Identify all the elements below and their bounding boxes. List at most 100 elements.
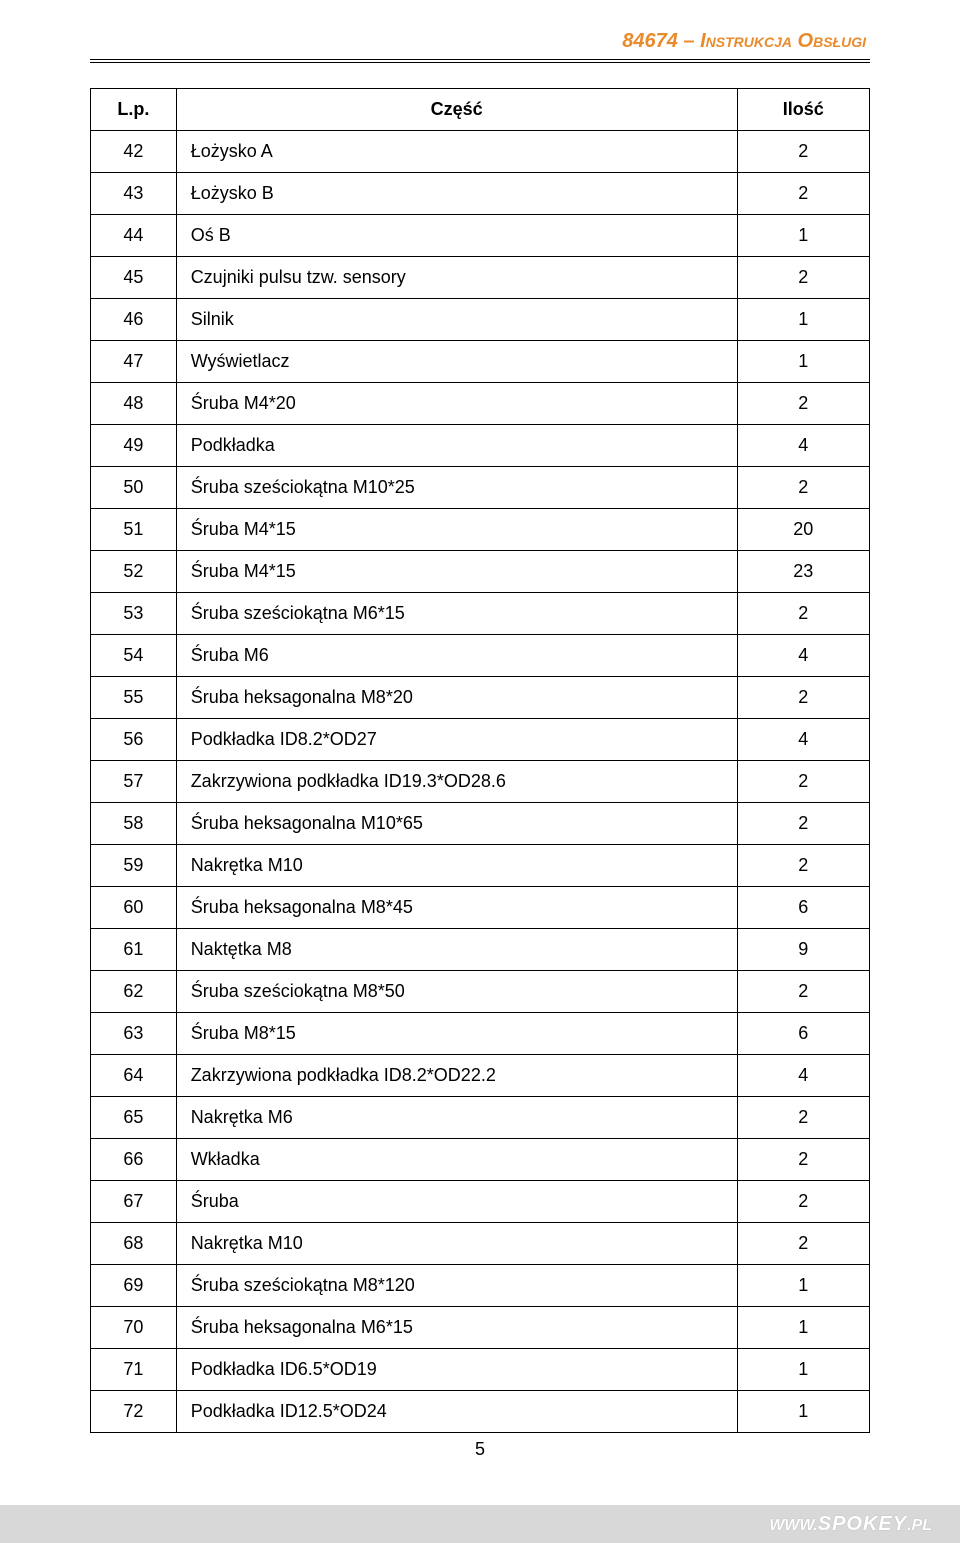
cell-part: Śruba heksagonalna M8*45 (176, 887, 737, 929)
cell-qty: 2 (737, 1097, 869, 1139)
cell-qty: 1 (737, 215, 869, 257)
cell-qty: 2 (737, 761, 869, 803)
cell-qty: 2 (737, 593, 869, 635)
header-rule (90, 59, 870, 62)
cell-lp: 45 (91, 257, 177, 299)
cell-lp: 64 (91, 1055, 177, 1097)
cell-lp: 65 (91, 1097, 177, 1139)
table-row: 70Śruba heksagonalna M6*151 (91, 1307, 870, 1349)
cell-part: Śruba M4*20 (176, 383, 737, 425)
footer-bar: WWW.SPOKEY.PL (0, 1505, 960, 1543)
cell-qty: 2 (737, 971, 869, 1013)
cell-lp: 46 (91, 299, 177, 341)
table-row: 61Naktętka M89 (91, 929, 870, 971)
table-row: 43Łożysko B2 (91, 173, 870, 215)
cell-part: Śruba M4*15 (176, 551, 737, 593)
table-row: 46Silnik1 (91, 299, 870, 341)
cell-lp: 49 (91, 425, 177, 467)
col-header-qty: Ilość (737, 89, 869, 131)
footer-brand: SPOKEY (818, 1513, 907, 1535)
table-row: 72Podkładka ID12.5*OD241 (91, 1391, 870, 1433)
table-row: 50Śruba sześciokątna M10*252 (91, 467, 870, 509)
cell-part: Nakrętka M10 (176, 845, 737, 887)
table-row: 67Śruba2 (91, 1181, 870, 1223)
cell-qty: 9 (737, 929, 869, 971)
cell-qty: 1 (737, 1349, 869, 1391)
cell-qty: 4 (737, 635, 869, 677)
table-row: 45Czujniki pulsu tzw. sensory2 (91, 257, 870, 299)
cell-part: Śruba heksagonalna M10*65 (176, 803, 737, 845)
cell-part: Silnik (176, 299, 737, 341)
cell-lp: 57 (91, 761, 177, 803)
table-row: 56Podkładka ID8.2*OD274 (91, 719, 870, 761)
footer-logo: WWW.SPOKEY.PL (769, 1513, 932, 1536)
cell-qty: 2 (737, 383, 869, 425)
cell-part: Śruba M8*15 (176, 1013, 737, 1055)
cell-lp: 56 (91, 719, 177, 761)
table-row: 71Podkładka ID6.5*OD191 (91, 1349, 870, 1391)
table-row: 59Nakrętka M102 (91, 845, 870, 887)
cell-qty: 2 (737, 803, 869, 845)
cell-qty: 20 (737, 509, 869, 551)
cell-qty: 2 (737, 1223, 869, 1265)
cell-lp: 47 (91, 341, 177, 383)
cell-lp: 69 (91, 1265, 177, 1307)
table-row: 60Śruba heksagonalna M8*456 (91, 887, 870, 929)
cell-lp: 55 (91, 677, 177, 719)
cell-qty: 1 (737, 1265, 869, 1307)
cell-lp: 52 (91, 551, 177, 593)
cell-lp: 42 (91, 131, 177, 173)
cell-qty: 2 (737, 1181, 869, 1223)
cell-part: Wkładka (176, 1139, 737, 1181)
cell-qty: 1 (737, 341, 869, 383)
table-row: 68Nakrętka M102 (91, 1223, 870, 1265)
cell-qty: 1 (737, 299, 869, 341)
cell-part: Podkładka ID12.5*OD24 (176, 1391, 737, 1433)
cell-qty: 1 (737, 1307, 869, 1349)
cell-part: Podkładka ID6.5*OD19 (176, 1349, 737, 1391)
cell-qty: 1 (737, 1391, 869, 1433)
cell-part: Podkładka ID8.2*OD27 (176, 719, 737, 761)
table-row: 54Śruba M64 (91, 635, 870, 677)
table-row: 62Śruba sześciokątna M8*502 (91, 971, 870, 1013)
cell-part: Śruba M6 (176, 635, 737, 677)
cell-part: Śruba (176, 1181, 737, 1223)
parts-table-body: 42Łożysko A243Łożysko B244Oś B145Czujnik… (91, 131, 870, 1433)
table-row: 57Zakrzywiona podkładka ID19.3*OD28.62 (91, 761, 870, 803)
cell-qty: 2 (737, 845, 869, 887)
doc-title: Instrukcja Obsługi (700, 30, 866, 52)
cell-part: Naktętka M8 (176, 929, 737, 971)
table-row: 55Śruba heksagonalna M8*202 (91, 677, 870, 719)
cell-lp: 54 (91, 635, 177, 677)
cell-part: Nakrętka M10 (176, 1223, 737, 1265)
cell-part: Zakrzywiona podkładka ID8.2*OD22.2 (176, 1055, 737, 1097)
page-container: 84674 – Instrukcja Obsługi L.p. Część Il… (0, 0, 960, 1543)
cell-part: Wyświetlacz (176, 341, 737, 383)
table-row: 66Wkładka2 (91, 1139, 870, 1181)
cell-lp: 58 (91, 803, 177, 845)
cell-lp: 44 (91, 215, 177, 257)
cell-lp: 70 (91, 1307, 177, 1349)
table-row: 47Wyświetlacz1 (91, 341, 870, 383)
col-header-part: Część (176, 89, 737, 131)
cell-part: Śruba sześciokątna M8*120 (176, 1265, 737, 1307)
cell-part: Śruba heksagonalna M6*15 (176, 1307, 737, 1349)
cell-qty: 6 (737, 887, 869, 929)
cell-qty: 4 (737, 1055, 869, 1097)
footer-www: WWW. (769, 1517, 818, 1534)
cell-qty: 2 (737, 257, 869, 299)
table-header-row: L.p. Część Ilość (91, 89, 870, 131)
cell-lp: 66 (91, 1139, 177, 1181)
parts-table: L.p. Część Ilość 42Łożysko A243Łożysko B… (90, 88, 870, 1433)
cell-lp: 59 (91, 845, 177, 887)
table-row: 49Podkładka4 (91, 425, 870, 467)
cell-qty: 6 (737, 1013, 869, 1055)
cell-qty: 2 (737, 467, 869, 509)
cell-part: Śruba sześciokątna M6*15 (176, 593, 737, 635)
doc-sep: – (678, 30, 700, 52)
cell-qty: 2 (737, 173, 869, 215)
cell-part: Łożysko A (176, 131, 737, 173)
cell-part: Zakrzywiona podkładka ID19.3*OD28.6 (176, 761, 737, 803)
cell-part: Nakrętka M6 (176, 1097, 737, 1139)
cell-qty: 23 (737, 551, 869, 593)
